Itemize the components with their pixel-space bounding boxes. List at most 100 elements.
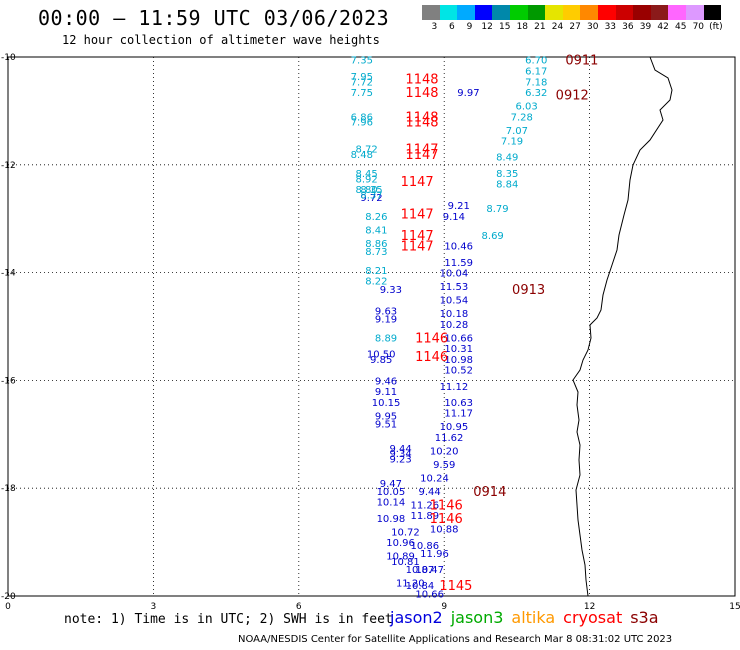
- wave-height-value: 10.28: [440, 320, 469, 331]
- wave-height-value: 10.15: [372, 398, 401, 409]
- wave-height-value: 10.04: [440, 269, 469, 280]
- colorbar-swatch: [580, 5, 598, 20]
- wave-height-value: 11.17: [444, 409, 473, 420]
- wave-height-value: 7.07: [506, 126, 528, 137]
- wave-height-value: 10.84: [406, 581, 435, 592]
- colorbar-label: (ft): [709, 22, 723, 32]
- wave-height-value: 9.14: [443, 212, 465, 223]
- credit-line: NOAA/NESDIS Center for Satellite Applica…: [238, 634, 673, 645]
- colorbar-label: 39: [639, 22, 652, 32]
- map-title: 00:00 – 11:59 UTC 03/06/2023: [38, 6, 390, 30]
- colorbar-swatch: [509, 5, 528, 20]
- colorbar-label: 45: [674, 22, 687, 32]
- wave-height-value: 9.51: [375, 420, 397, 431]
- wave-height-value: 10.24: [420, 473, 449, 484]
- wave-height-value: 10.66: [444, 333, 473, 344]
- colorbar-swatch: [474, 5, 493, 20]
- colorbar-swatch: [439, 5, 458, 20]
- wave-height-value: 10.81: [391, 557, 420, 568]
- wave-height-value: 10.05: [377, 487, 406, 498]
- x-tick-label: 0: [5, 602, 11, 612]
- pass-time-label: 0914: [473, 485, 506, 500]
- wave-height-value: 8.26: [365, 212, 387, 223]
- wave-height-value: 9.34: [389, 449, 411, 460]
- wave-height-value: 10.52: [444, 366, 473, 377]
- wave-height-value: 8.80: [356, 185, 378, 196]
- wave-height-value: 9.44: [389, 444, 411, 455]
- wave-height-value: 7.95: [351, 72, 373, 83]
- y-tick-label: -14: [1, 269, 16, 279]
- wave-height-value: 9.63: [375, 306, 397, 317]
- wave-height-value: 11.89: [410, 511, 439, 522]
- pass-time-label: 0913: [512, 283, 545, 298]
- pass-time-label: 1148: [405, 73, 438, 88]
- pass-time-label: 1148: [405, 116, 438, 131]
- pass-time-label: 1148: [405, 110, 438, 125]
- colorbar-swatch: [492, 5, 510, 20]
- wave-height-value: 8.84: [496, 180, 518, 191]
- wave-height-value: 9.33: [380, 285, 402, 296]
- wave-height-value: 7.35: [351, 56, 373, 67]
- wave-height-value: 9.23: [389, 455, 411, 466]
- colorbar-label: 27: [569, 22, 581, 32]
- colorbar-label: 9: [466, 22, 473, 32]
- wave-height-value: 11.12: [440, 382, 469, 393]
- wave-height-value: 9.21: [448, 201, 470, 212]
- wave-height-value: 8.35: [496, 169, 518, 180]
- wave-height-value: 10.66: [415, 589, 444, 600]
- wave-height-value: 8.92: [356, 174, 378, 185]
- colorbar-label: 33: [604, 22, 617, 32]
- colorbar-swatch: [597, 5, 616, 20]
- wave-height-value: 8.22: [365, 277, 387, 288]
- wave-height-value: 8.21: [365, 266, 387, 277]
- pass-time-label: 1146: [415, 331, 448, 346]
- legend-jason3: jason3: [450, 608, 504, 627]
- y-tick-label: -18: [1, 484, 16, 494]
- colorbar-swatch: [650, 5, 669, 20]
- map-subtitle: 12 hour collection of altimeter wave hei…: [62, 33, 380, 47]
- colorbar-swatch: [562, 5, 581, 20]
- wave-height-value: 9.44: [419, 487, 441, 498]
- y-tick-label: -12: [1, 161, 16, 171]
- colorbar-label: 12: [481, 22, 493, 32]
- wave-height-value: 10.87: [406, 565, 435, 576]
- wave-height-value: 10.72: [391, 527, 420, 538]
- wave-height-value: 8.72: [356, 145, 378, 156]
- wave-height-value: 8.37: [360, 190, 382, 201]
- x-tick-label: 12: [584, 602, 595, 612]
- colorbar-swatch: [545, 5, 563, 20]
- wave-height-value: 6.17: [525, 66, 547, 77]
- wave-height-value: 9.85: [370, 355, 392, 366]
- wave-height-value: 6.32: [525, 88, 547, 99]
- wave-height-value: 6.03: [515, 102, 537, 113]
- wave-height-value: 8.45: [356, 169, 378, 180]
- colorbar-label: 36: [622, 22, 634, 32]
- legend-s3a: s3a: [630, 608, 659, 627]
- wave-height-value: 8.49: [496, 153, 518, 164]
- pass-time-label: 1146: [430, 512, 463, 527]
- pass-time-label: 1147: [401, 229, 434, 244]
- wave-height-value: 10.96: [386, 538, 415, 549]
- map-grid: [8, 57, 735, 596]
- wave-height-value: 9.59: [433, 460, 455, 471]
- colorbar-swatch: [527, 5, 546, 20]
- colorbar-swatch: [633, 5, 651, 20]
- wave-height-value: 8.69: [482, 231, 504, 242]
- pass-time-label: 1147: [401, 175, 434, 190]
- pass-time-label: 1145: [439, 579, 472, 594]
- wave-height-value: 10.20: [430, 446, 459, 457]
- wave-height-value: 8.41: [365, 225, 387, 236]
- colorbar-swatch: [422, 5, 440, 20]
- wave-height-value: 11.62: [435, 433, 464, 444]
- plot-frame: [7, 56, 736, 597]
- axis-ticks: 0 3 6 9 12 15 -10 -12 -14 -16 -18 -20: [1, 53, 740, 612]
- wave-height-value: 8.48: [351, 150, 373, 161]
- colorbar-label: 70: [692, 22, 705, 32]
- wave-height-value: 11.20: [396, 579, 425, 590]
- wave-height-value: 10.88: [430, 525, 459, 536]
- wave-height-value: 11.96: [420, 549, 449, 560]
- wave-height-value: 7.18: [525, 77, 547, 88]
- wave-height-value: 9.47: [380, 479, 402, 490]
- pass-time-label: 1148: [405, 86, 438, 101]
- wave-height-value: 11.53: [440, 282, 469, 293]
